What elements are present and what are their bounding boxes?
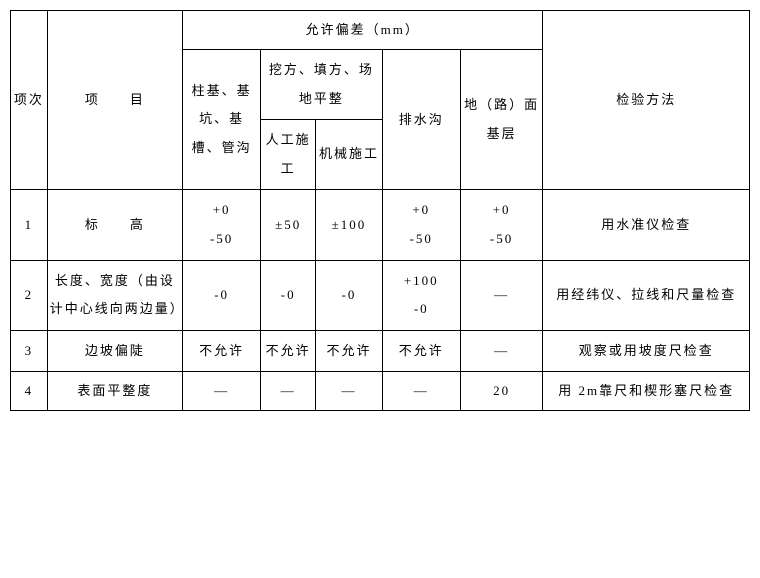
cell-manual: 不允许 — [261, 330, 316, 372]
cell-manual: ±50 — [261, 190, 316, 260]
cell-method: 用经纬仪、拉线和尺量检查 — [543, 260, 750, 330]
cell-pile: — — [183, 372, 261, 411]
table-row: 3 边坡偏陡 不允许 不允许 不允许 不允许 — 观察或用坡度尺检查 — [11, 330, 750, 372]
table-row: 2 长度、宽度（由设计中心线向两边量） -0 -0 -0 +100-0 — 用经… — [11, 260, 750, 330]
header-pile: 柱基、基坑、基槽、管沟 — [183, 50, 261, 190]
cell-drain: 不允许 — [382, 330, 460, 372]
cell-idx: 1 — [11, 190, 48, 260]
cell-base: +0-50 — [460, 190, 543, 260]
cell-idx: 3 — [11, 330, 48, 372]
cell-base: — — [460, 330, 543, 372]
cell-method: 用 2m靠尺和楔形塞尺检查 — [543, 372, 750, 411]
cell-idx: 2 — [11, 260, 48, 330]
cell-base: 20 — [460, 372, 543, 411]
cell-drain: +0-50 — [382, 190, 460, 260]
cell-drain: — — [382, 372, 460, 411]
cell-item: 边坡偏陡 — [47, 330, 182, 372]
cell-base: — — [460, 260, 543, 330]
header-item: 项 目 — [47, 11, 182, 190]
header-tolerance-group: 允许偏差（mm） — [183, 11, 543, 50]
cell-item: 表面平整度 — [47, 372, 182, 411]
cell-method: 观察或用坡度尺检查 — [543, 330, 750, 372]
cell-item: 标 高 — [47, 190, 182, 260]
header-base: 地（路）面基层 — [460, 50, 543, 190]
header-drain: 排水沟 — [382, 50, 460, 190]
table-row: 1 标 高 +0-50 ±50 ±100 +0-50 +0-50 用水准仪检查 — [11, 190, 750, 260]
cell-pile: +0-50 — [183, 190, 261, 260]
cell-item: 长度、宽度（由设计中心线向两边量） — [47, 260, 182, 330]
cell-manual: -0 — [261, 260, 316, 330]
cell-mech: — — [316, 372, 383, 411]
header-excavation-group: 挖方、填方、场地平整 — [261, 50, 383, 120]
cell-idx: 4 — [11, 372, 48, 411]
cell-manual: — — [261, 372, 316, 411]
cell-mech: 不允许 — [316, 330, 383, 372]
cell-method: 用水准仪检查 — [543, 190, 750, 260]
cell-drain: +100-0 — [382, 260, 460, 330]
header-manual: 人工施工 — [261, 120, 316, 190]
header-method: 检验方法 — [543, 11, 750, 190]
cell-pile: -0 — [183, 260, 261, 330]
table-row: 4 表面平整度 — — — — 20 用 2m靠尺和楔形塞尺检查 — [11, 372, 750, 411]
cell-pile: 不允许 — [183, 330, 261, 372]
cell-mech: ±100 — [316, 190, 383, 260]
header-idx: 项次 — [11, 11, 48, 190]
header-mech: 机械施工 — [316, 120, 383, 190]
cell-mech: -0 — [316, 260, 383, 330]
tolerance-table: 项次 项 目 允许偏差（mm） 检验方法 柱基、基坑、基槽、管沟 挖方、填方、场… — [10, 10, 750, 411]
